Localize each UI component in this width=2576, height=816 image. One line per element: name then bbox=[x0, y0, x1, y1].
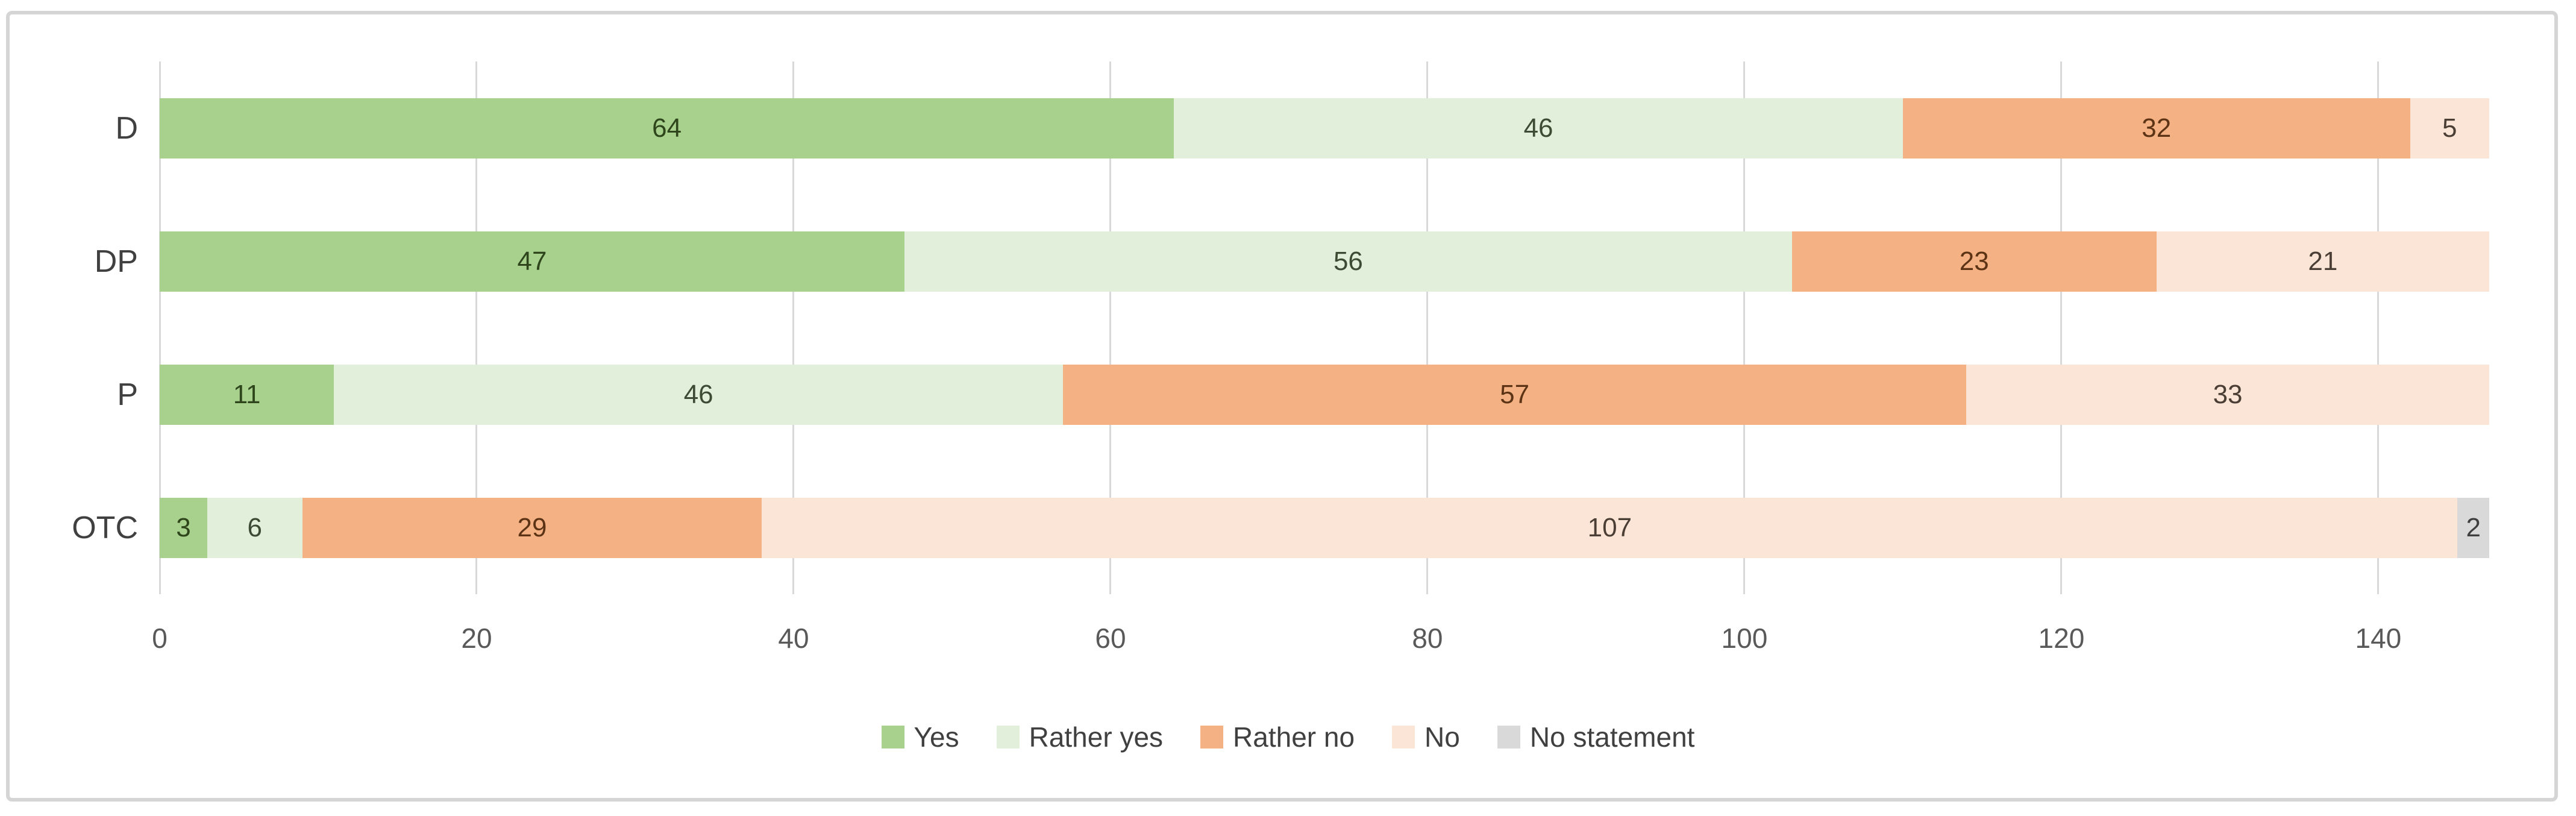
legend-item-no-statement: No statement bbox=[1497, 721, 1695, 753]
category-label-otc: OTC bbox=[72, 510, 138, 545]
legend-swatch-icon bbox=[996, 726, 1020, 749]
bar-segment-d-rather-no: 32 bbox=[1902, 98, 2410, 158]
data-label: 46 bbox=[683, 379, 713, 409]
bar-segment-otc-yes: 3 bbox=[160, 497, 207, 558]
bar-segment-otc-rather-yes: 6 bbox=[207, 497, 302, 558]
legend-swatch-icon bbox=[881, 726, 904, 749]
gridline-x-40 bbox=[792, 61, 795, 594]
gridline-x-140 bbox=[2377, 61, 2380, 594]
data-label: 5 bbox=[2442, 113, 2457, 143]
bar-segment-d-yes: 64 bbox=[160, 98, 1174, 158]
bar-segment-d-no: 5 bbox=[2410, 98, 2489, 158]
legend-swatch-icon bbox=[1392, 726, 1415, 749]
legend-label: Yes bbox=[914, 721, 959, 753]
x-tick-label: 40 bbox=[778, 623, 809, 654]
data-label: 2 bbox=[2466, 512, 2481, 542]
gridline-x-60 bbox=[1109, 61, 1112, 594]
data-label: 46 bbox=[1523, 113, 1553, 143]
legend-label: Rather no bbox=[1233, 721, 1355, 753]
bar-segment-d-rather-yes: 46 bbox=[1174, 98, 1903, 158]
x-tick-label: 0 bbox=[152, 623, 168, 654]
x-tick-label: 20 bbox=[461, 623, 492, 654]
category-label-d: D bbox=[115, 110, 138, 146]
bar-segment-otc-no: 107 bbox=[762, 497, 2458, 558]
data-label: 29 bbox=[517, 512, 547, 542]
data-label: 64 bbox=[652, 113, 682, 143]
legend-label: No bbox=[1424, 721, 1460, 753]
data-label: 6 bbox=[247, 512, 263, 542]
x-tick-label: 120 bbox=[2038, 623, 2085, 654]
data-label: 3 bbox=[176, 512, 191, 542]
legend-item-no: No bbox=[1392, 721, 1460, 753]
data-label: 32 bbox=[2142, 113, 2172, 143]
data-label: 11 bbox=[233, 379, 261, 409]
gridline-x-20 bbox=[475, 61, 478, 594]
x-tick-label: 140 bbox=[2355, 623, 2402, 654]
data-label: 47 bbox=[517, 246, 547, 276]
gridline-x-100 bbox=[1743, 61, 1746, 594]
x-tick-label: 80 bbox=[1412, 623, 1443, 654]
legend-label: No statement bbox=[1529, 721, 1695, 753]
bar-segment-p-yes: 11 bbox=[160, 364, 334, 425]
bar-segment-dp-rather-yes: 56 bbox=[904, 231, 1792, 292]
legend-swatch-icon bbox=[1200, 726, 1224, 749]
gridline-x-0 bbox=[158, 61, 161, 594]
data-label: 21 bbox=[2308, 246, 2338, 276]
x-tick-label: 60 bbox=[1095, 623, 1126, 654]
bar-segment-dp-yes: 47 bbox=[160, 231, 905, 292]
legend-item-rather-no: Rather no bbox=[1200, 721, 1355, 753]
bar-segment-p-rather-no: 57 bbox=[1063, 364, 1967, 425]
legend-item-rather-yes: Rather yes bbox=[996, 721, 1164, 753]
bar-segment-otc-rather-no: 29 bbox=[302, 497, 762, 558]
legend-swatch-icon bbox=[1497, 726, 1520, 749]
legend: Yes Rather yes Rather no No No statement bbox=[881, 721, 1695, 753]
data-label: 56 bbox=[1333, 246, 1363, 276]
data-label: 57 bbox=[1500, 379, 1530, 409]
category-label-dp: DP bbox=[94, 243, 138, 279]
data-label: 23 bbox=[1959, 246, 1989, 276]
gridline-x-80 bbox=[1426, 61, 1429, 594]
legend-label: Rather yes bbox=[1029, 721, 1164, 753]
data-label: 107 bbox=[1587, 512, 1632, 542]
gridline-x-120 bbox=[2060, 61, 2063, 594]
category-label-p: P bbox=[117, 377, 138, 412]
bar-segment-otc-no-statement: 2 bbox=[2457, 497, 2489, 558]
bar-segment-p-rather-yes: 46 bbox=[334, 364, 1064, 425]
bar-segment-p-no: 33 bbox=[1966, 364, 2489, 425]
bar-segment-dp-rather-no: 23 bbox=[1791, 231, 2157, 292]
legend-item-yes: Yes bbox=[881, 721, 959, 753]
bar-segment-dp-no: 21 bbox=[2156, 231, 2489, 292]
data-label: 33 bbox=[2213, 379, 2243, 409]
x-tick-label: 100 bbox=[1721, 623, 1768, 654]
